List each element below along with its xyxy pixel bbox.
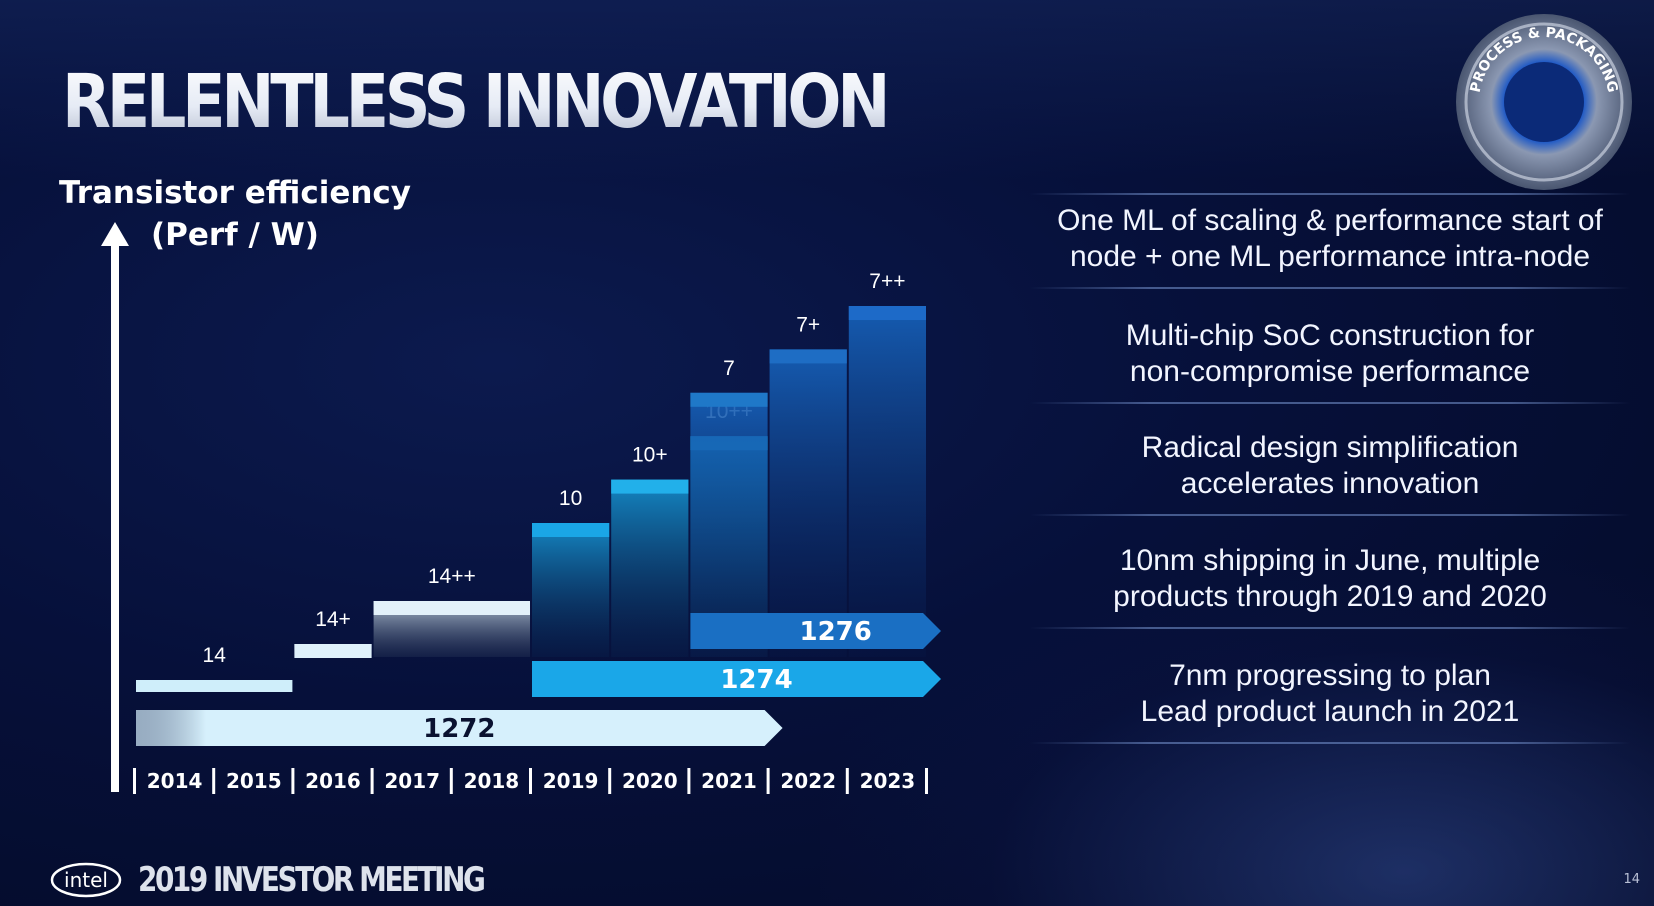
year-label-2021: 2021 <box>701 769 757 793</box>
y-axis-title-line1: Transistor efficiency <box>58 175 412 211</box>
key-point-separator <box>1030 287 1630 289</box>
year-divider <box>529 768 532 794</box>
key-point-5-line2: Lead product launch in 2021 <box>1140 695 1520 728</box>
node-cap-10 <box>532 523 610 537</box>
year-label-2018: 2018 <box>464 769 520 793</box>
key-point-1-line2: node + one ML performance intra-node <box>1069 240 1591 273</box>
badge-core <box>1504 62 1584 142</box>
key-point-separator <box>1030 742 1630 744</box>
node-label-7: 7 <box>723 357 735 380</box>
year-divider <box>133 768 136 794</box>
key-point-separator <box>1030 193 1630 195</box>
node-bar-10+ <box>611 479 689 657</box>
key-point-1-line1: One ML of scaling & performance start of <box>1057 204 1603 237</box>
page-number: 14 <box>1623 872 1640 887</box>
key-point-2: Multi-chip SoC construction for non-compr… <box>1030 318 1630 390</box>
year-label-2016: 2016 <box>305 769 361 793</box>
year-label-2022: 2022 <box>780 769 836 793</box>
key-point-4-line1: 10nm shipping in June, multiple <box>1119 544 1541 577</box>
node-cap-14++ <box>373 601 530 615</box>
year-divider <box>449 768 453 794</box>
node-label-14: 14 <box>203 644 227 667</box>
year-label-2015: 2015 <box>226 769 282 793</box>
key-point-4: 10nm shipping in June, multiple products … <box>1030 543 1630 615</box>
y-axis-title-line2: (Perf / W) <box>151 217 319 253</box>
node-cap-10+ <box>611 479 689 494</box>
background-glow <box>820 560 1654 906</box>
year-divider <box>370 768 374 794</box>
year-divider <box>766 768 770 794</box>
year-divider <box>608 768 612 794</box>
node-bar-7 <box>690 392 768 657</box>
key-point-3-line1: Radical design simplification <box>1141 431 1519 464</box>
key-point-5-line1: 7nm progressing to plan <box>1169 659 1491 692</box>
key-point-separator <box>1030 514 1630 516</box>
year-divider <box>845 768 849 794</box>
key-point-4-line2: products through 2019 and 2020 <box>1113 580 1547 613</box>
node-label-10: 10 <box>559 487 582 510</box>
node-cap-7+ <box>769 349 847 364</box>
key-point-2-line1: Multi-chip SoC construction for <box>1125 319 1535 352</box>
node-label-7++: 7++ <box>869 270 905 293</box>
process-packaging-badge: PROCESS & PACKAGING <box>1456 14 1632 190</box>
key-point-2-line2: non-compromise performance <box>1129 355 1531 388</box>
node-cap-7++ <box>848 306 926 320</box>
node-label-7+: 7+ <box>796 313 820 336</box>
node-cap-14 <box>136 680 293 692</box>
key-point-separator <box>1030 627 1630 629</box>
node-bar-7+ <box>769 349 847 657</box>
timeline-label-1272: 1272 <box>423 714 495 744</box>
year-divider <box>212 768 216 794</box>
background-top-glow <box>0 0 1654 180</box>
year-label-2020: 2020 <box>622 769 678 793</box>
timeline-arrow-1276 <box>690 613 941 649</box>
key-point-3-line2: accelerates innovation <box>1180 467 1480 500</box>
year-label-2023: 2023 <box>860 769 916 793</box>
timeline-fade-1272 <box>136 710 206 746</box>
node-cap-7 <box>690 392 768 407</box>
key-point-3: Radical design simplification accelerates… <box>1030 430 1630 502</box>
key-point-separator <box>1030 402 1630 404</box>
timeline-arrow-1272 <box>136 710 783 746</box>
footer-event-name: 2019 INVESTOR MEETING <box>138 860 486 900</box>
year-label-2019: 2019 <box>543 769 599 793</box>
timeline-arrow-1274 <box>532 661 941 697</box>
node-cap-14+ <box>294 644 372 658</box>
node-label-10+: 10+ <box>632 444 668 467</box>
year-divider <box>925 768 928 794</box>
intel-logo: intel <box>50 862 122 898</box>
year-label-2014: 2014 <box>147 769 203 793</box>
y-axis-title: Transistor efficiency (Perf / W) <box>50 172 420 256</box>
timeline-label-1274: 1274 <box>720 665 792 695</box>
year-divider <box>687 768 691 794</box>
svg-text:intel: intel <box>64 868 108 892</box>
key-point-5: 7nm progressing to plan Lead product laun… <box>1030 658 1630 730</box>
y-axis-arrow <box>101 222 129 792</box>
node-bar-7++ <box>848 306 926 657</box>
node-label-14+: 14+ <box>315 608 351 631</box>
year-divider <box>291 768 295 794</box>
key-point-1: One ML of scaling & performance start of… <box>1030 203 1630 275</box>
timeline-label-1276: 1276 <box>800 617 872 647</box>
node-bar-10 <box>532 523 610 657</box>
node-label-14++: 14++ <box>428 565 476 588</box>
year-label-2017: 2017 <box>384 769 440 793</box>
